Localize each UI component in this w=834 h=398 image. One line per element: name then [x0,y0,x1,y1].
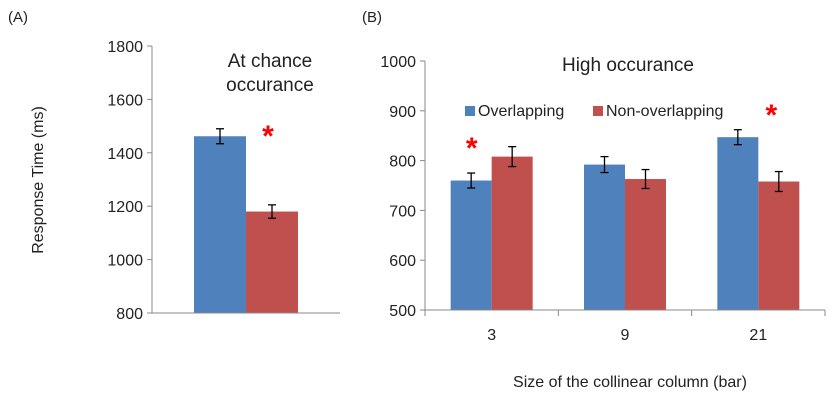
panel-a-y-tick-label: 1000 [107,253,143,270]
legend-label-overlapping: Overlapping [478,103,564,120]
panel-b-bar-overlapping [717,137,759,310]
panel-b-y-tick-label: 1000 [380,54,416,71]
legend-label-non-overlapping: Non-overlapping [606,103,723,120]
legend-swatch-overlapping [465,106,475,116]
panel-b-bar-non-overlapping [758,181,800,310]
panel-b-label: (B) [362,9,382,26]
panel-b-bar-overlapping [450,180,492,310]
legend-swatch-non-overlapping [593,106,603,116]
panel-a-y-tick-label: 800 [116,306,143,323]
panel-a-y-tick-label: 1600 [107,92,143,109]
panel-b-significance-asterisk: * [765,99,777,132]
panel-b-y-tick-label: 700 [389,203,416,220]
panel-b-significance-asterisk: * [466,132,478,165]
panel-b-y-tick-label: 800 [389,154,416,171]
panel-b-y-tick-label: 900 [389,104,416,121]
panel-b-title: High occurance [562,55,694,76]
panel-a-axes [151,46,340,314]
panel-b-x-tick-label: 3 [487,327,496,344]
panel-b-bar-non-overlapping [625,179,666,310]
panel-a-title-line: occurance [226,75,314,96]
panel-b-x-ticks: 3 9 21 [487,327,767,344]
panel-a-bars: * [194,120,298,313]
panel-b-bar-overlapping [584,164,625,310]
panel-b-bars: ** [450,99,800,310]
panel-b-y-tick-label: 600 [389,253,416,270]
panel-a-title: At chance occurance [226,51,314,96]
panel-a-y-tick-label: 1800 [107,39,143,56]
panel-a-y-tick-label: 1200 [107,199,143,216]
panel-b-bar-non-overlapping [491,156,533,310]
panel-b: (B) High occurance Overlapping Non-overl… [362,9,826,391]
panel-b-y-ticks: 500 600 700 800 900 1000 [380,54,425,320]
panel-a-bar-series-0 [194,136,246,313]
panel-b-axes [424,61,826,316]
panel-b-y-tick-label: 500 [389,303,416,320]
panel-a-y-ticks: 800 1000 1200 1400 1600 1800 [107,39,152,323]
panel-b-legend: Overlapping Non-overlapping [465,103,723,120]
panel-b-x-axis-label: Size of the collinear column (bar) [513,374,747,391]
panel-a-y-tick-label: 1400 [107,146,143,163]
panel-b-x-tick-label: 9 [621,327,630,344]
panel-a-significance-asterisk: * [262,120,274,153]
panel-a-y-axis-label: Response Time (ms) [30,106,47,254]
panel-a-bar-series-1 [246,211,298,313]
panel-a-label: (A) [8,9,28,26]
panel-a: (A) Response Time (ms) At chance occuranc… [8,9,340,323]
panel-a-title-line: At chance [228,51,313,72]
panel-b-x-tick-label: 21 [749,327,767,344]
